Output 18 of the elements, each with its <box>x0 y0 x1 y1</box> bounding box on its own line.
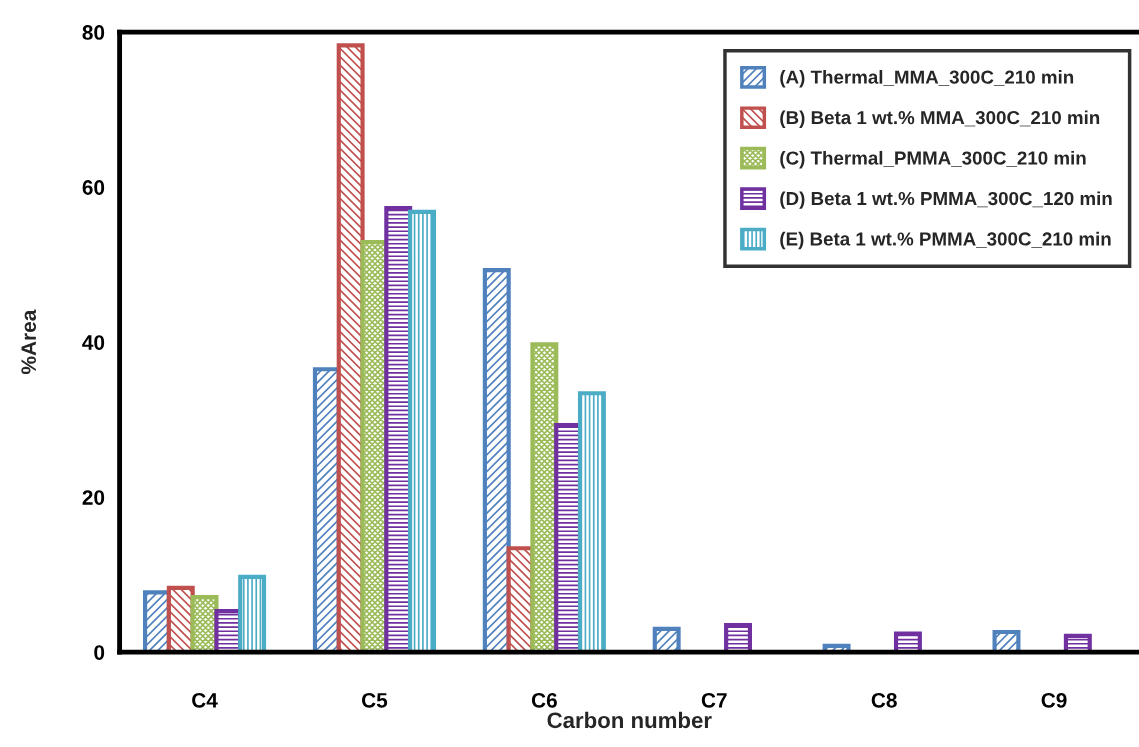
x-tick-label: C5 <box>361 692 388 708</box>
legend-label: (D) Beta 1 wt.% PMMA_300C_120 min <box>780 191 1112 209</box>
y-tick-label: 40 <box>82 335 105 350</box>
x-tick-label: C6 <box>531 692 557 708</box>
y-axis-title: %Area <box>21 309 37 375</box>
x-tick-label: C9 <box>1041 692 1067 708</box>
legend-label: (C) Thermal_PMMA_300C_210 min <box>780 150 1086 169</box>
y-tick-label: 60 <box>82 180 105 195</box>
y-tick-label: 0 <box>94 645 105 660</box>
legend-label: (B) Beta 1 wt.% MMA_300C_210 min <box>780 110 1100 128</box>
x-tick-label: C8 <box>871 692 897 708</box>
x-axis-title: Carbon number <box>547 711 712 729</box>
y-tick-label: 80 <box>82 25 105 40</box>
x-tick-label: C4 <box>192 692 218 708</box>
y-tick-label: 20 <box>82 490 105 505</box>
x-tick-label: C7 <box>701 692 727 708</box>
legend-label: (E) Beta 1 wt.% PMMA_300C_210 min <box>780 231 1111 250</box>
legend-label: (A) Thermal_MMA_300C_210 min <box>780 70 1074 88</box>
